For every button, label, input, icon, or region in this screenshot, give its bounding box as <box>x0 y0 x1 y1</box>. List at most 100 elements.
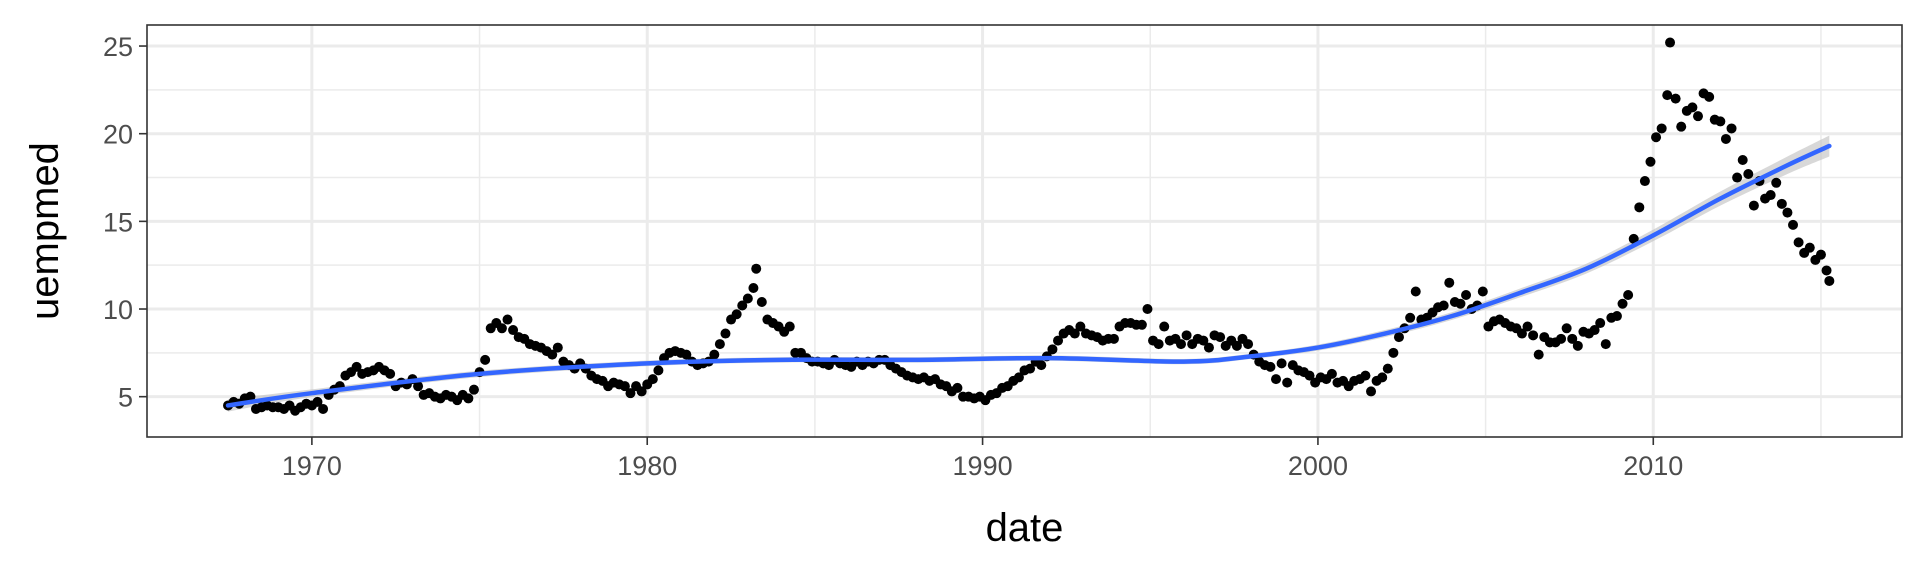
data-point <box>318 403 329 414</box>
data-point <box>1455 298 1466 309</box>
data-point <box>1405 312 1416 323</box>
data-point <box>1617 298 1628 309</box>
data-point <box>1243 339 1254 350</box>
data-point <box>1025 363 1036 374</box>
y-tick-label: 5 <box>118 383 133 413</box>
data-point <box>1782 207 1793 218</box>
data-point <box>952 382 963 393</box>
data-point <box>1198 335 1209 346</box>
data-point <box>1676 121 1687 132</box>
data-point <box>1276 358 1287 369</box>
data-point <box>1556 333 1567 344</box>
data-point <box>714 339 725 350</box>
data-point <box>731 309 742 320</box>
data-point <box>1687 102 1698 113</box>
data-point <box>1477 286 1488 297</box>
data-point <box>1737 154 1748 165</box>
data-point <box>1715 116 1726 127</box>
data-point <box>751 263 762 274</box>
data-point <box>1231 340 1242 351</box>
smooth-curve <box>225 143 1832 408</box>
data-point <box>1623 289 1634 300</box>
y-tick-label: 10 <box>103 295 133 325</box>
data-point <box>1215 332 1226 343</box>
data-point <box>502 314 513 325</box>
data-point <box>1013 372 1024 383</box>
data-point <box>1732 172 1743 183</box>
data-point <box>480 354 491 365</box>
x-tick-label: 2000 <box>1288 451 1348 481</box>
data-point <box>1634 202 1645 213</box>
data-point <box>1645 156 1656 167</box>
data-point <box>1720 133 1731 144</box>
data-point <box>1461 289 1472 300</box>
x-tick-label: 1980 <box>617 451 677 481</box>
data-point <box>756 297 767 308</box>
data-point <box>1824 275 1835 286</box>
data-point <box>1776 198 1787 209</box>
y-tick-label: 15 <box>103 207 133 237</box>
data-point <box>496 323 507 334</box>
data-point <box>1444 277 1455 288</box>
data-point <box>1265 361 1276 372</box>
data-point <box>1282 377 1293 388</box>
data-point <box>385 368 396 379</box>
data-point <box>1175 339 1186 350</box>
data-point <box>1788 219 1799 230</box>
data-point <box>1771 177 1782 188</box>
data-point <box>625 388 636 399</box>
data-point <box>1153 339 1164 350</box>
data-point <box>1628 233 1639 244</box>
data-point <box>1651 132 1662 143</box>
data-point <box>1589 325 1600 336</box>
data-point <box>547 349 558 360</box>
data-point <box>1765 190 1776 201</box>
data-point <box>1561 323 1572 334</box>
data-point <box>1516 328 1527 339</box>
data-point <box>1533 349 1544 360</box>
data-point <box>508 325 519 336</box>
data-point <box>1528 330 1539 341</box>
data-point <box>1804 242 1815 253</box>
data-point <box>1203 342 1214 353</box>
data-point <box>1704 91 1715 102</box>
data-point <box>1036 360 1047 371</box>
data-point <box>463 393 474 404</box>
data-point <box>1692 111 1703 122</box>
data-point <box>1159 321 1170 332</box>
x-tick-label: 2010 <box>1623 451 1683 481</box>
data-point <box>1136 319 1147 330</box>
axes: 1970 1980 1990 2000 2010 5 10 15 20 25 <box>103 32 1683 481</box>
data-point <box>784 321 795 332</box>
data-point <box>1665 37 1676 48</box>
data-point <box>1670 93 1681 104</box>
data-point <box>636 386 647 397</box>
data-point <box>1142 304 1153 315</box>
data-point <box>1743 169 1754 180</box>
data-point <box>1108 333 1119 344</box>
data-point <box>413 381 424 392</box>
data-point <box>552 342 563 353</box>
data-point <box>1388 347 1399 358</box>
data-point <box>1726 123 1737 134</box>
data-point <box>1366 386 1377 397</box>
data-point <box>1069 328 1080 339</box>
data-point <box>1793 237 1804 248</box>
panel-border <box>146 24 1903 438</box>
data-point <box>1053 335 1064 346</box>
data-point <box>1567 333 1578 344</box>
data-point <box>1393 332 1404 343</box>
data-point <box>1360 370 1371 381</box>
data-point <box>1600 339 1611 350</box>
data-point <box>1595 318 1606 329</box>
data-point <box>737 300 748 311</box>
data-point <box>748 282 759 293</box>
data-point <box>351 361 362 372</box>
x-tick-label: 1970 <box>282 451 342 481</box>
data-point <box>1611 311 1622 322</box>
data-point <box>1377 372 1388 383</box>
data-point <box>720 328 731 339</box>
data-point <box>1522 321 1533 332</box>
